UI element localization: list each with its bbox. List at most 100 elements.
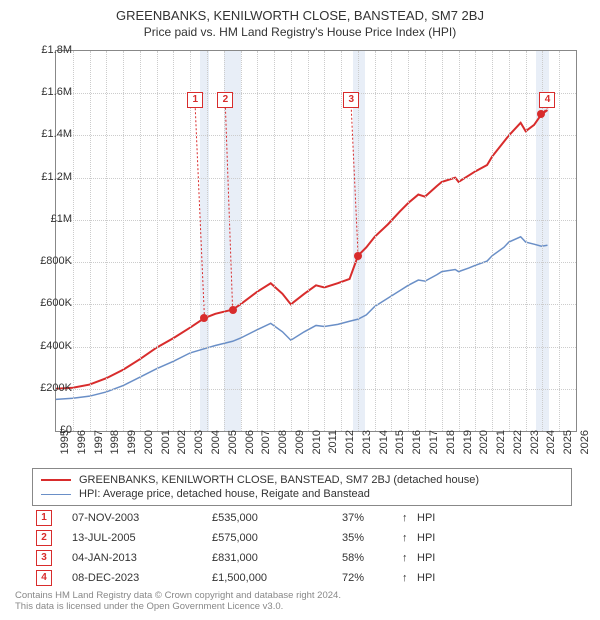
x-axis-label: 2006 — [244, 430, 256, 462]
gridline-v — [90, 51, 91, 431]
gridline-v — [190, 51, 191, 431]
footer: Contains HM Land Registry data © Crown c… — [15, 590, 341, 613]
x-axis-label: 2000 — [143, 430, 155, 462]
x-axis-label: 2001 — [160, 430, 172, 462]
gridline-v — [492, 51, 493, 431]
x-axis-label: 2013 — [361, 430, 373, 462]
chart-container: GREENBANKS, KENILWORTH CLOSE, BANSTEAD, … — [0, 0, 600, 620]
x-axis-label: 2002 — [176, 430, 188, 462]
x-axis-label: 2011 — [327, 430, 339, 462]
x-axis-label: 2026 — [579, 430, 591, 462]
gridline-v — [241, 51, 242, 431]
x-axis-label: 2009 — [294, 430, 306, 462]
sale-dot-1 — [200, 314, 208, 322]
chart-plot-area: 1234 — [55, 50, 577, 432]
y-axis-label: £600K — [22, 297, 72, 309]
title-main: GREENBANKS, KENILWORTH CLOSE, BANSTEAD, … — [0, 8, 600, 23]
footer-line1: Contains HM Land Registry data © Crown c… — [15, 590, 341, 601]
x-axis-label: 1997 — [93, 430, 105, 462]
sale-marker-2: 2 — [217, 92, 233, 108]
x-axis-label: 2025 — [562, 430, 574, 462]
legend-item: HPI: Average price, detached house, Reig… — [41, 487, 563, 501]
marker-connector — [225, 108, 232, 310]
y-axis-label: £1M — [22, 213, 72, 225]
y-axis-label: £1.8M — [22, 44, 72, 56]
sales-price: £575,000 — [212, 532, 342, 544]
x-axis-label: 2018 — [445, 430, 457, 462]
sales-price: £831,000 — [212, 552, 342, 564]
gridline-v — [123, 51, 124, 431]
gridline-v — [341, 51, 342, 431]
sales-pct: 72% — [342, 572, 402, 584]
sale-marker-4: 4 — [539, 92, 555, 108]
x-axis-label: 2023 — [529, 430, 541, 462]
sale-dot-4 — [537, 110, 545, 118]
gridline-v — [559, 51, 560, 431]
sales-marker-box: 1 — [36, 510, 52, 526]
gridline-v — [442, 51, 443, 431]
legend: GREENBANKS, KENILWORTH CLOSE, BANSTEAD, … — [32, 468, 572, 506]
sale-marker-3: 3 — [343, 92, 359, 108]
gridline-v — [324, 51, 325, 431]
legend-label: GREENBANKS, KENILWORTH CLOSE, BANSTEAD, … — [79, 474, 479, 486]
gridline-v — [391, 51, 392, 431]
sales-hpi-label: HPI — [417, 532, 457, 544]
x-axis-label: 2014 — [378, 430, 390, 462]
sales-marker-box: 2 — [36, 530, 52, 546]
sales-row: 213-JUL-2005£575,00035%↑HPI — [32, 528, 572, 548]
sales-row: 4 08-DEC-2023£1,500,00072%↑HPI — [32, 568, 572, 588]
legend-swatch — [41, 494, 71, 495]
up-arrow-icon: ↑ — [402, 572, 417, 584]
x-axis-label: 2022 — [512, 430, 524, 462]
x-axis-label: 1998 — [109, 430, 121, 462]
title-sub: Price paid vs. HM Land Registry's House … — [0, 25, 600, 39]
sales-date: 08-DEC-2023 — [72, 572, 212, 584]
y-axis-label: £200K — [22, 382, 72, 394]
gridline-h — [56, 347, 576, 348]
gridline-h — [56, 178, 576, 179]
gridline-v — [274, 51, 275, 431]
gridline-v — [425, 51, 426, 431]
y-axis-label: £1.2M — [22, 171, 72, 183]
up-arrow-icon: ↑ — [402, 552, 417, 564]
sales-price: £1,500,000 — [212, 572, 342, 584]
sales-marker-box: 4 — [36, 570, 52, 586]
x-axis-label: 2005 — [227, 430, 239, 462]
x-axis-label: 2008 — [277, 430, 289, 462]
y-axis-label: £1.6M — [22, 86, 72, 98]
gridline-v — [207, 51, 208, 431]
gridline-v — [526, 51, 527, 431]
gridline-v — [509, 51, 510, 431]
gridline-v — [408, 51, 409, 431]
sales-price: £535,000 — [212, 512, 342, 524]
sales-hpi-label: HPI — [417, 552, 457, 564]
y-axis-label: £1.4M — [22, 128, 72, 140]
x-axis-label: 1996 — [76, 430, 88, 462]
legend-swatch — [41, 479, 71, 481]
x-axis-label: 2019 — [462, 430, 474, 462]
chart-lines — [56, 51, 576, 431]
gridline-h — [56, 93, 576, 94]
sales-date: 13-JUL-2005 — [72, 532, 212, 544]
sales-row: 304-JAN-2013£831,00058%↑HPI — [32, 548, 572, 568]
gridline-h — [56, 262, 576, 263]
y-axis-label: £800K — [22, 255, 72, 267]
x-axis-label: 2012 — [344, 430, 356, 462]
x-axis-label: 2007 — [260, 430, 272, 462]
gridline-v — [459, 51, 460, 431]
x-axis-label: 2021 — [495, 430, 507, 462]
sales-pct: 37% — [342, 512, 402, 524]
gridline-v — [542, 51, 543, 431]
gridline-v — [157, 51, 158, 431]
sales-hpi-label: HPI — [417, 572, 457, 584]
x-axis-label: 1995 — [59, 430, 71, 462]
sale-dot-3 — [354, 252, 362, 260]
sales-table: 107-NOV-2003£535,00037%↑HPI213-JUL-2005£… — [32, 508, 572, 588]
x-axis-label: 1999 — [126, 430, 138, 462]
gridline-v — [291, 51, 292, 431]
y-axis-label: £400K — [22, 340, 72, 352]
x-axis-label: 2010 — [311, 430, 323, 462]
sales-date: 04-JAN-2013 — [72, 552, 212, 564]
up-arrow-icon: ↑ — [402, 512, 417, 524]
sales-date: 07-NOV-2003 — [72, 512, 212, 524]
